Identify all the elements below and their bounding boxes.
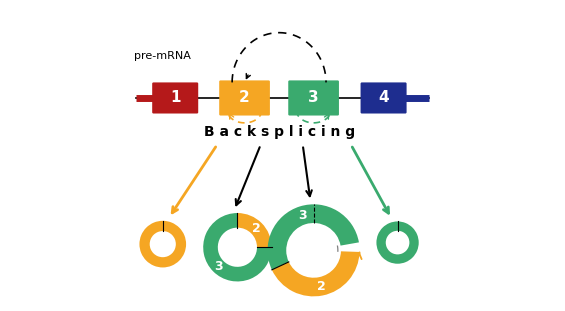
FancyBboxPatch shape [288,80,339,115]
Wedge shape [203,213,272,281]
Wedge shape [237,213,272,247]
Text: 3: 3 [308,91,319,105]
Text: 2: 2 [159,248,167,258]
Wedge shape [268,204,359,270]
FancyBboxPatch shape [152,82,198,114]
Text: 2: 2 [316,280,325,293]
FancyBboxPatch shape [219,80,270,115]
Text: 3: 3 [214,260,223,273]
Wedge shape [140,221,186,267]
Text: 3: 3 [394,238,401,248]
Wedge shape [272,251,359,296]
Text: 2: 2 [239,91,250,105]
Text: 1: 1 [170,91,180,105]
Wedge shape [376,221,419,264]
Text: 4: 4 [378,91,389,105]
FancyBboxPatch shape [360,82,407,114]
Text: 3: 3 [298,209,307,222]
Text: 2: 2 [252,222,261,235]
Text: B a c k s p l i c i n g: B a c k s p l i c i n g [203,125,355,139]
Text: pre-mRNA: pre-mRNA [134,51,191,61]
